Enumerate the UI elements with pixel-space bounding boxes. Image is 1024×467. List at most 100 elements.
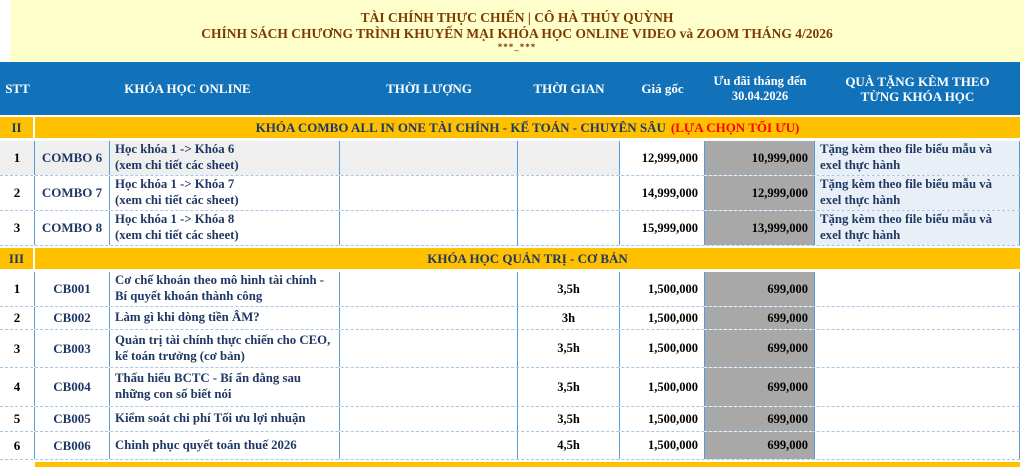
gia-goc-cell[interactable]: 1,500,000 xyxy=(620,307,705,329)
course-row: 1 CB001 Cơ chế khoán theo mô hình tài ch… xyxy=(0,272,1020,307)
course-code-cell[interactable]: CB004 xyxy=(35,368,110,406)
col-header-stt[interactable]: STT xyxy=(5,81,30,96)
course-desc-cell[interactable]: Cơ chế khoán theo mô hình tài chính - Bí… xyxy=(110,272,340,306)
thoi-luong-cell[interactable] xyxy=(340,368,518,406)
course-row: 6 CB006 Chinh phục quyết toán thuế 2026 … xyxy=(0,432,1020,460)
stt-cell[interactable]: 2 xyxy=(0,307,35,329)
pricing-table: STT KHÓA HỌC ONLINE THỜI LƯỢNG THỜI GIAN… xyxy=(0,62,1020,467)
gift-cell[interactable]: Tặng kèm theo file biểu mẫu và exel thực… xyxy=(815,141,1020,175)
course-desc-line2: (xem chi tiết các sheet) xyxy=(115,158,239,172)
stt-cell[interactable]: 5 xyxy=(0,407,35,431)
thoi-gian-cell[interactable]: 3,5h xyxy=(518,368,620,406)
uu-dai-cell[interactable]: 12,999,000 xyxy=(705,176,815,210)
thoi-gian-cell[interactable]: 3,5h xyxy=(518,330,620,367)
uu-dai-cell[interactable]: 13,999,000 xyxy=(705,211,815,245)
course-code-cell[interactable]: CB003 xyxy=(35,330,110,367)
thoi-luong-cell[interactable] xyxy=(340,330,518,367)
course-code-cell[interactable]: COMBO 6 xyxy=(35,141,110,175)
gia-goc-cell[interactable]: 12,999,000 xyxy=(620,141,705,175)
stt-cell[interactable]: 6 xyxy=(0,432,35,459)
course-desc-cell[interactable]: Thấu hiểu BCTC - Bí ẩn đằng sau những co… xyxy=(110,368,340,406)
stt-cell[interactable]: 1 xyxy=(0,272,35,306)
course-desc-line1: Học khóa 1 -> Khóa 8 xyxy=(115,212,235,227)
col-header-thoi-gian[interactable]: THỜI GIAN xyxy=(533,81,605,96)
thoi-luong-cell[interactable] xyxy=(340,211,518,245)
course-code-cell[interactable]: CB005 xyxy=(35,407,110,431)
uu-dai-cell[interactable]: 10,999,000 xyxy=(705,141,815,175)
gift-cell[interactable]: Tặng kèm theo file biểu mẫu và exel thực… xyxy=(815,176,1020,210)
stt-cell[interactable]: 4 xyxy=(0,368,35,406)
title-divider: ***_*** xyxy=(497,42,537,52)
col-header-uu-dai-line1: Ưu đãi tháng đến xyxy=(713,73,807,88)
thoi-gian-cell[interactable]: 4,5h xyxy=(518,432,620,459)
gia-goc-cell[interactable]: 1,500,000 xyxy=(620,330,705,367)
course-row: 5 CB005 Kiểm soát chi phí Tối ưu lợi nhu… xyxy=(0,407,1020,432)
course-row: 4 CB004 Thấu hiểu BCTC - Bí ẩn đằng sau … xyxy=(0,368,1020,407)
stt-cell[interactable]: 3 xyxy=(0,211,35,245)
course-desc-cell[interactable]: Học khóa 1 -> Khóa 8 (xem chi tiết các s… xyxy=(110,211,340,245)
section-combo-title-cell[interactable]: KHÓA COMBO ALL IN ONE TÀI CHÍNH - KẾ TOÁ… xyxy=(35,117,1020,138)
gia-goc-cell[interactable]: 15,999,000 xyxy=(620,211,705,245)
thoi-gian-cell[interactable] xyxy=(518,176,620,210)
course-row: 2 CB002 Làm gì khi dòng tiền ÂM? 3h 1,50… xyxy=(0,307,1020,330)
col-header-khoa-hoc-online[interactable]: KHÓA HỌC ONLINE xyxy=(124,81,251,96)
section-row-combo: II KHÓA COMBO ALL IN ONE TÀI CHÍNH - KẾ … xyxy=(0,115,1020,141)
course-code-cell[interactable]: COMBO 7 xyxy=(35,176,110,210)
course-code-cell[interactable]: CB001 xyxy=(35,272,110,306)
gift-cell[interactable] xyxy=(815,307,1020,329)
thoi-gian-cell[interactable]: 3,5h xyxy=(518,407,620,431)
uu-dai-cell[interactable]: 699,000 xyxy=(705,272,815,306)
combo-row: 2 COMBO 7 Học khóa 1 -> Khóa 7 (xem chi … xyxy=(0,176,1020,211)
gift-cell[interactable] xyxy=(815,272,1020,306)
thoi-luong-cell[interactable] xyxy=(340,272,518,306)
course-desc-line2: (xem chi tiết các sheet) xyxy=(115,228,239,242)
section-coban-title-cell[interactable]: KHÓA HỌC QUẢN TRỊ - CƠ BẢN xyxy=(35,248,1020,269)
course-code-cell[interactable]: CB002 xyxy=(35,307,110,329)
thoi-gian-cell[interactable]: 3,5h xyxy=(518,272,620,306)
course-desc-cell[interactable]: Học khóa 1 -> Khóa 6 (xem chi tiết các s… xyxy=(110,141,340,175)
gia-goc-cell[interactable]: 1,500,000 xyxy=(620,272,705,306)
course-desc-cell[interactable]: Chinh phục quyết toán thuế 2026 xyxy=(110,432,340,459)
stt-cell[interactable]: 3 xyxy=(0,330,35,367)
section-row-coban: III KHÓA HỌC QUẢN TRỊ - CƠ BẢN xyxy=(0,246,1020,272)
course-desc-cell[interactable]: Kiểm soát chi phí Tối ưu lợi nhuận xyxy=(110,407,340,431)
uu-dai-cell[interactable]: 699,000 xyxy=(705,407,815,431)
gia-goc-cell[interactable]: 1,500,000 xyxy=(620,368,705,406)
thoi-luong-cell[interactable] xyxy=(340,141,518,175)
course-desc-cell[interactable]: Quản trị tài chính thực chiến cho CEO, k… xyxy=(110,330,340,367)
title-band: TÀI CHÍNH THỰC CHIẾN | CÔ HÀ THÚY QUỲNH … xyxy=(0,0,1024,62)
gift-cell[interactable] xyxy=(815,330,1020,367)
thoi-luong-cell[interactable] xyxy=(340,407,518,431)
gift-cell[interactable]: Tặng kèm theo file biểu mẫu và exel thực… xyxy=(815,211,1020,245)
uu-dai-cell[interactable]: 699,000 xyxy=(705,330,815,367)
stt-cell[interactable]: 2 xyxy=(0,176,35,210)
gia-goc-cell[interactable]: 14,999,000 xyxy=(620,176,705,210)
gia-goc-cell[interactable]: 1,500,000 xyxy=(620,407,705,431)
course-desc-cell[interactable]: Học khóa 1 -> Khóa 7 (xem chi tiết các s… xyxy=(110,176,340,210)
thoi-luong-cell[interactable] xyxy=(340,176,518,210)
section-combo-number[interactable]: II xyxy=(0,117,35,138)
thoi-gian-cell[interactable]: 3h xyxy=(518,307,620,329)
stt-cell[interactable]: 1 xyxy=(0,141,35,175)
uu-dai-cell[interactable]: 699,000 xyxy=(705,368,815,406)
thoi-luong-cell[interactable] xyxy=(340,307,518,329)
course-desc-cell[interactable]: Làm gì khi dòng tiền ÂM? xyxy=(110,307,340,329)
gift-cell[interactable] xyxy=(815,407,1020,431)
thoi-gian-cell[interactable] xyxy=(518,141,620,175)
thoi-gian-cell[interactable] xyxy=(518,211,620,245)
col-header-qua-tang[interactable]: QUÀ TẶNG KÈM THEO TỪNG KHÓA HỌC xyxy=(815,62,1020,115)
gift-cell[interactable] xyxy=(815,368,1020,406)
uu-dai-cell[interactable]: 699,000 xyxy=(705,432,815,459)
col-header-uu-dai[interactable]: Ưu đãi tháng đến 30.04.2026 xyxy=(705,62,815,115)
course-code-cell[interactable]: CB006 xyxy=(35,432,110,459)
course-desc-line2: (xem chi tiết các sheet) xyxy=(115,193,239,207)
gia-goc-cell[interactable]: 1,500,000 xyxy=(620,432,705,459)
uu-dai-cell[interactable]: 699,000 xyxy=(705,307,815,329)
gift-cell[interactable] xyxy=(815,432,1020,459)
thoi-luong-cell[interactable] xyxy=(340,432,518,459)
col-header-thoi-luong[interactable]: THỜI LƯỢNG xyxy=(386,81,472,96)
course-code-cell[interactable]: COMBO 8 xyxy=(35,211,110,245)
section-coban-number[interactable]: III xyxy=(0,248,35,269)
col-header-gia-goc[interactable]: Giá gốc xyxy=(641,81,684,96)
